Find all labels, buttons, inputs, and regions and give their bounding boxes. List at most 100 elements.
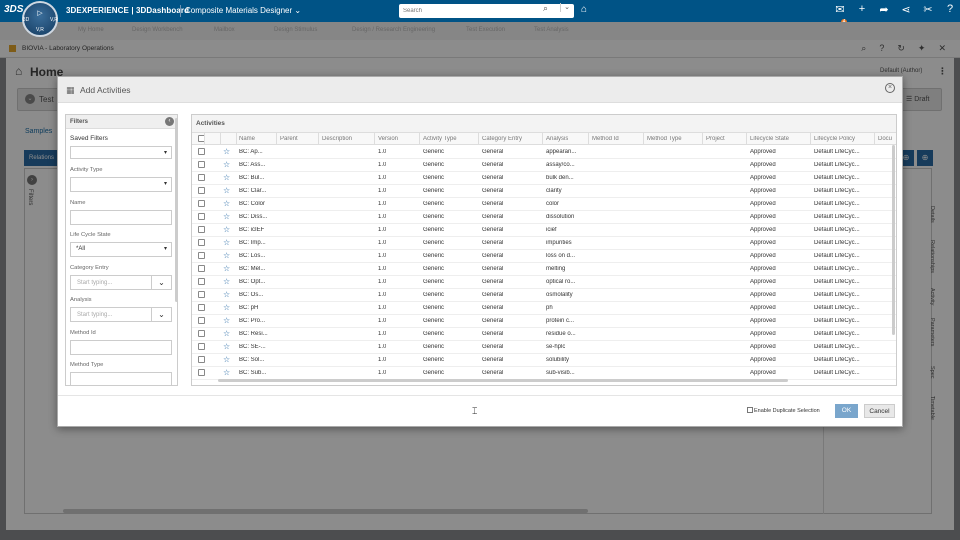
help-icon[interactable]: ? [879, 43, 885, 53]
compass-icon[interactable]: ▷ 3D V,R V,R [22, 1, 58, 37]
close-icon[interactable]: × [885, 83, 895, 93]
favorite-star-icon[interactable]: ☆ [223, 212, 231, 221]
relations-tab[interactable]: Relations [24, 150, 60, 166]
network-icon[interactable]: ⋖ [901, 4, 911, 16]
row-checkbox[interactable] [198, 291, 205, 298]
column-divider[interactable] [810, 133, 811, 145]
table-row[interactable]: ☆ BC: Resi... 1.0 Generic General residue o..… [192, 328, 896, 341]
side-tab-parameters[interactable]: Parameters [929, 318, 935, 347]
tab-mailbox[interactable]: Mailbox [214, 27, 235, 33]
table-row[interactable]: ☆ BC: Ap... 1.0 Generic General appearan... Ap… [192, 146, 896, 159]
side-tab-details[interactable]: Details [929, 206, 935, 223]
pin-icon[interactable]: ✦ [917, 43, 926, 53]
favorite-star-icon[interactable]: ☆ [223, 355, 231, 364]
category-combobox[interactable]: Start typing... ⌄ [70, 275, 172, 290]
favorite-star-icon[interactable]: ☆ [223, 368, 231, 377]
favorite-star-icon[interactable]: ☆ [223, 303, 231, 312]
column-header[interactable]: Category Entry [482, 136, 523, 142]
name-input[interactable] [70, 210, 172, 225]
side-tab-activity[interactable]: Activity [929, 288, 935, 306]
favorite-star-icon[interactable]: ☆ [223, 264, 231, 273]
favorite-star-icon[interactable]: ☆ [223, 186, 231, 195]
tab-home[interactable]: My Home [78, 27, 104, 33]
favorite-star-icon[interactable]: ☆ [223, 329, 231, 338]
filters-scrollbar[interactable] [175, 118, 178, 302]
table-row[interactable]: ☆ BC: Diss... 1.0 Generic General dissolution… [192, 211, 896, 224]
row-checkbox[interactable] [198, 252, 205, 259]
row-checkbox[interactable] [198, 356, 205, 363]
table-row[interactable]: ☆ BC: Ass... 1.0 Generic General assay/co... A… [192, 159, 896, 172]
table-row[interactable]: ☆ BC: Os... 1.0 Generic General osmolality App… [192, 289, 896, 302]
duplicate-checkbox[interactable] [747, 407, 753, 413]
chevron-down-icon[interactable]: ⌄ [25, 94, 35, 104]
side-tab-timetable[interactable]: Timetable [929, 396, 935, 420]
search-input[interactable] [403, 6, 533, 16]
favorite-star-icon[interactable]: ☆ [223, 290, 231, 299]
column-header[interactable]: Parent [280, 136, 298, 142]
row-checkbox[interactable] [198, 161, 205, 168]
horizontal-scrollbar[interactable] [63, 509, 588, 513]
row-checkbox[interactable] [198, 369, 205, 376]
search-icon[interactable]: ⌕ [543, 3, 549, 13]
favorite-star-icon[interactable]: ☆ [223, 251, 231, 260]
column-divider[interactable] [478, 133, 479, 145]
help-icon[interactable]: ? [946, 3, 954, 15]
tab-test-execution[interactable]: Test Execution [466, 27, 506, 33]
column-header[interactable]: Project [706, 136, 725, 142]
column-header[interactable]: Analysis [546, 136, 569, 142]
row-checkbox[interactable] [198, 187, 205, 194]
table-row[interactable]: ☆ BC: Opt... 1.0 Generic General optical ro..… [192, 276, 896, 289]
favorite-star-icon[interactable]: ☆ [223, 342, 231, 351]
search-icon[interactable]: ⌕ [861, 43, 867, 53]
row-checkbox[interactable] [198, 278, 205, 285]
column-header[interactable]: Description [322, 136, 353, 142]
table-row[interactable]: ☆ BC: Pro... 1.0 Generic General protein c...… [192, 315, 896, 328]
column-divider[interactable] [236, 133, 237, 145]
chevron-down-icon[interactable]: ⌄ [151, 276, 171, 289]
row-checkbox[interactable] [198, 174, 205, 181]
column-header[interactable]: Name [239, 136, 256, 142]
favorite-star-icon[interactable]: ☆ [223, 277, 231, 286]
samples-tab[interactable]: Samples [25, 128, 53, 135]
lifecycle-select[interactable]: *All ▾ [70, 242, 172, 257]
column-header[interactable]: Lifecycle Policy [814, 136, 856, 142]
favorite-star-icon[interactable]: ☆ [223, 225, 231, 234]
table-row[interactable]: ☆ BC: pH 1.0 Generic General ph Approved Defaul… [192, 302, 896, 315]
row-checkbox[interactable] [198, 239, 205, 246]
table-row[interactable]: ☆ BC: Imp... 1.0 Generic General impurities Ap… [192, 237, 896, 250]
column-divider[interactable] [419, 133, 420, 145]
column-divider[interactable] [746, 133, 747, 145]
activity-type-select[interactable]: ▾ [70, 177, 172, 192]
tools-icon[interactable]: ✂ [923, 4, 933, 16]
favorite-star-icon[interactable]: ☆ [223, 160, 231, 169]
grid-horizontal-scrollbar[interactable] [218, 379, 788, 382]
filters-side-toggle[interactable]: › Filters [27, 175, 39, 215]
row-checkbox[interactable] [198, 213, 205, 220]
share-icon[interactable]: ➦ [879, 4, 889, 16]
table-row[interactable]: ☆ BC: icIEF 1.0 Generic General icief Approved… [192, 224, 896, 237]
search-scope-dropdown[interactable]: ⌄ [560, 3, 573, 12]
row-checkbox[interactable] [198, 343, 205, 350]
column-header[interactable]: Activity Type [423, 136, 457, 142]
column-divider[interactable] [702, 133, 703, 145]
app-switcher[interactable]: Composite Materials Designer ⌄ [185, 6, 302, 15]
row-checkbox[interactable] [198, 226, 205, 233]
column-header[interactable]: Version [378, 136, 399, 142]
tab-research[interactable]: Design / Research Engineering [352, 27, 436, 33]
column-divider[interactable] [542, 133, 543, 145]
tab-test-analysis[interactable]: Test Analysis [534, 27, 569, 33]
analysis-combobox[interactable]: Start typing... ⌄ [70, 307, 172, 322]
author-label[interactable]: Default (Author) [880, 68, 923, 74]
row-checkbox[interactable] [198, 330, 205, 337]
tab-workbench[interactable]: Design Workbench [132, 27, 183, 33]
add-icon[interactable]: + [858, 3, 866, 15]
table-row[interactable]: ☆ BC: Sol... 1.0 Generic General solubility Ap… [192, 354, 896, 367]
table-row[interactable]: ☆ BC: Color 1.0 Generic General color Approved… [192, 198, 896, 211]
tag-icon[interactable]: ⌂ [581, 4, 588, 15]
column-header[interactable]: Lifecycle State [750, 136, 790, 142]
method-type-input[interactable] [70, 372, 172, 385]
column-header[interactable]: Docu [878, 136, 893, 142]
table-row[interactable]: ☆ BC: Mel... 1.0 Generic General melting Appro… [192, 263, 896, 276]
table-row[interactable]: ☆ BC: Los... 1.0 Generic General loss on d...… [192, 250, 896, 263]
close-icon[interactable]: ✕ [938, 43, 946, 53]
